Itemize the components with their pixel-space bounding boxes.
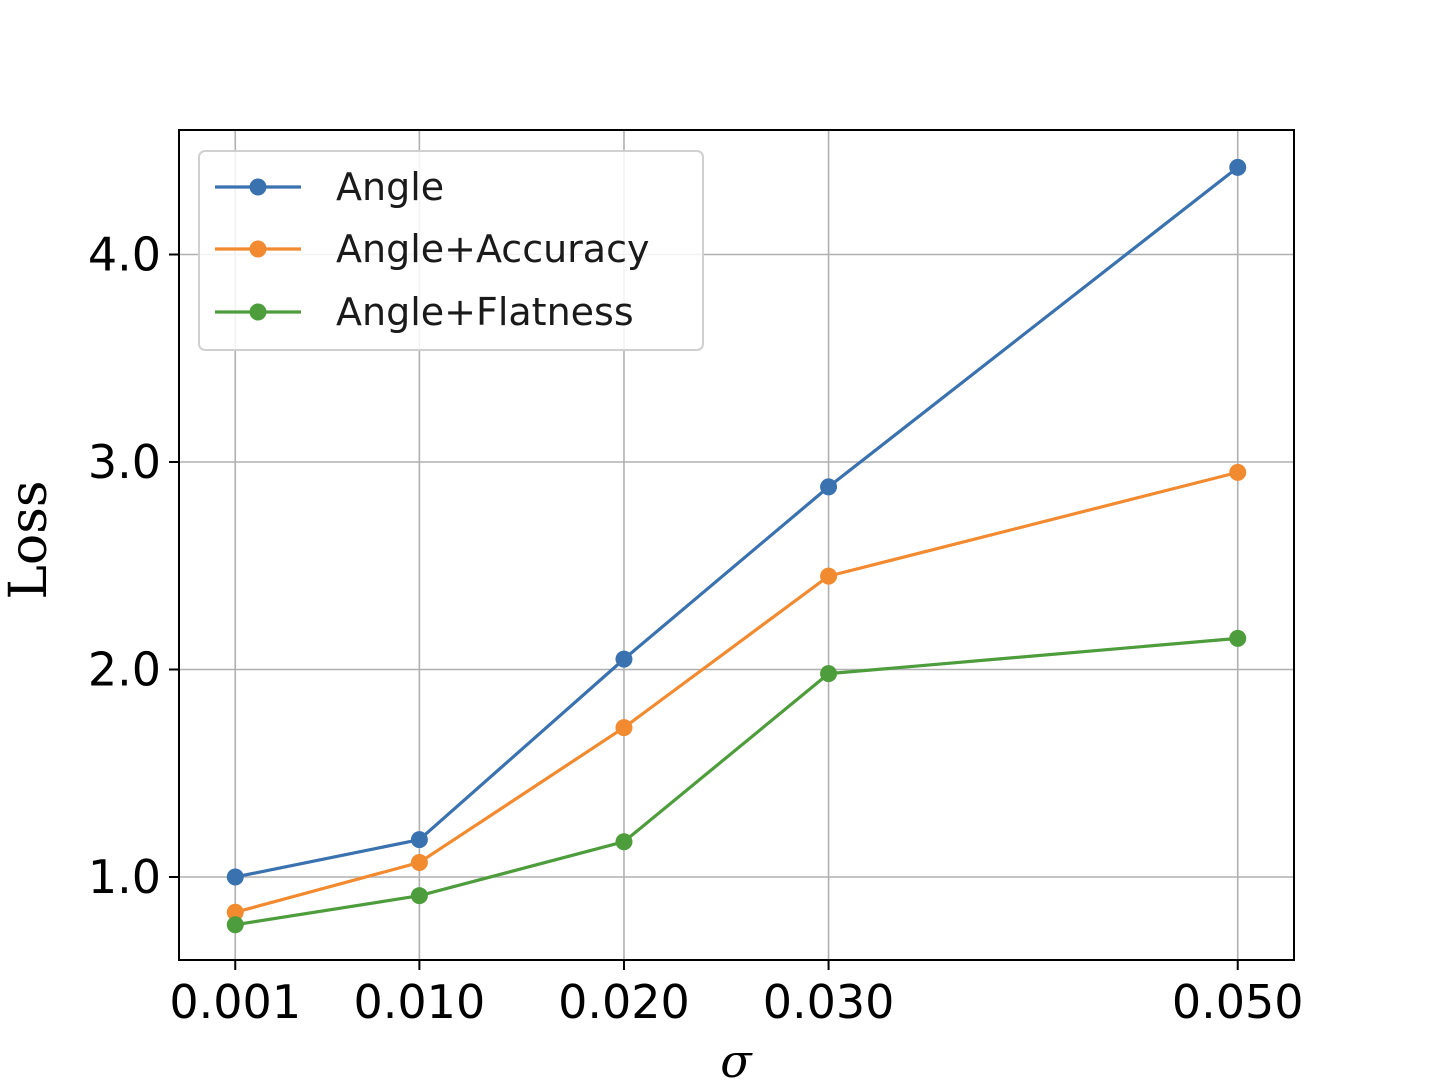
y-tick-label: 1.0: [88, 850, 161, 904]
data-point: [1229, 158, 1247, 176]
data-point: [1229, 463, 1247, 481]
legend-marker: [249, 240, 267, 258]
legend-marker: [249, 303, 267, 321]
series-angle: [226, 158, 1247, 886]
data-point: [410, 853, 428, 871]
data-point: [410, 831, 428, 849]
series-lines: [226, 158, 1247, 934]
series-line: [235, 636, 1238, 927]
data-point: [226, 903, 244, 921]
legend-entry: Angle: [215, 165, 444, 209]
legend-label: Angle+Accuracy: [336, 227, 649, 271]
data-point: [615, 719, 633, 737]
series-angle-accuracy: [226, 463, 1247, 921]
legend-label: Angle: [336, 165, 444, 209]
y-tick-label: 2.0: [88, 643, 161, 697]
series-angle-flatness: [226, 629, 1247, 934]
y-tick-label: 4.0: [88, 228, 161, 282]
legend: Angle Angle+Accuracy Angle+Flatness: [198, 150, 704, 351]
data-point: [615, 650, 633, 668]
y-axis-ticks: 1.0 2.0 3.0 4.0: [88, 228, 179, 904]
x-axis-label: σ: [720, 1034, 753, 1080]
data-point: [410, 887, 428, 905]
x-tick-label: 0.030: [763, 975, 895, 1029]
legend-label: Angle+Flatness: [336, 290, 634, 334]
legend-entry: Angle+Accuracy: [215, 227, 649, 271]
legend-entry: Angle+Flatness: [215, 290, 634, 334]
data-point: [226, 868, 244, 886]
x-tick-label: 0.020: [558, 975, 690, 1029]
data-point: [820, 665, 838, 683]
data-point: [820, 567, 838, 585]
data-point: [820, 478, 838, 496]
data-point: [615, 833, 633, 851]
x-tick-label: 0.001: [169, 975, 301, 1029]
legend-box: [198, 150, 704, 351]
x-axis-ticks: 0.001 0.010 0.020 0.030 0.050: [169, 960, 1304, 1029]
plot-frame: [178, 129, 1295, 961]
data-point: [1229, 629, 1247, 647]
x-tick-label: 0.010: [354, 975, 486, 1029]
data-point: [226, 916, 244, 934]
legend-marker: [249, 178, 267, 196]
legend-items: Angle Angle+Accuracy Angle+Flatness: [215, 165, 649, 334]
y-axis-label: Loss: [0, 480, 59, 599]
y-tick-label: 3.0: [88, 435, 161, 489]
x-tick-label: 0.050: [1172, 975, 1304, 1029]
